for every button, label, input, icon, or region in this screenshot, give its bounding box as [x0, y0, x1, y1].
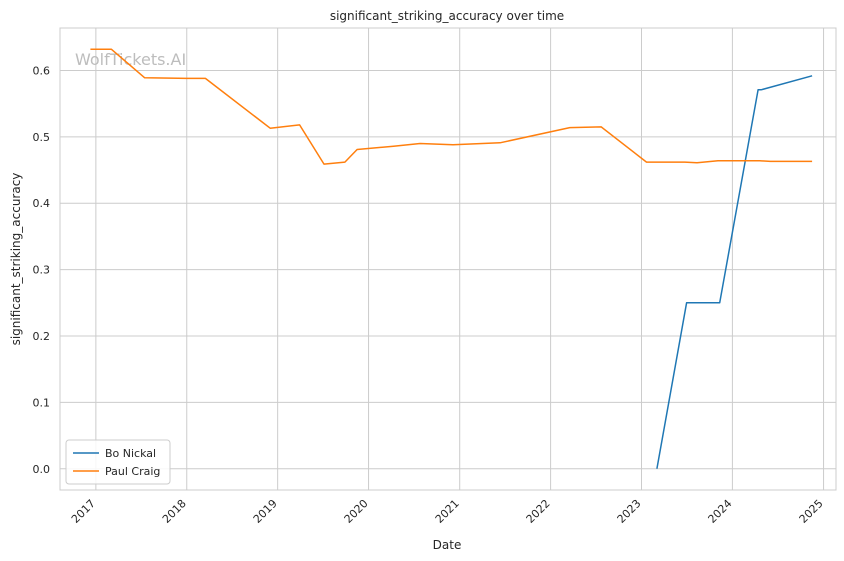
x-axis-label: Date: [433, 538, 462, 552]
grid: [60, 28, 836, 490]
x-tick-label: 2024: [706, 497, 735, 526]
x-tick-label: 2025: [797, 497, 826, 526]
series-line-bo-nickal: [656, 75, 813, 469]
x-axis-ticks: 2017 2018 2019 2020 2021 2022 2023 2024 2025: [69, 497, 826, 526]
series-lines: [90, 48, 813, 469]
y-axis-ticks: 0.0 0.1 0.2 0.3 0.4 0.5 0.6: [33, 64, 51, 475]
legend: Bo Nickal Paul Craig: [65, 439, 171, 485]
x-tick-label: 2018: [160, 497, 189, 526]
legend-box: [65, 439, 171, 485]
y-tick-label: 0.1: [33, 396, 51, 409]
plot-area: [59, 27, 837, 491]
legend-label-paul-craig: Paul Craig: [105, 465, 160, 478]
x-tick-label: 2017: [69, 497, 98, 526]
y-tick-label: 0.2: [33, 330, 51, 343]
x-tick-label: 2023: [615, 497, 644, 526]
watermark: WolfTickets.AI: [75, 50, 186, 69]
y-tick-label: 0.3: [33, 264, 51, 277]
series-line-paul-craig: [90, 48, 813, 165]
x-tick-label: 2019: [251, 497, 280, 526]
x-tick-label: 2021: [433, 497, 462, 526]
y-axis-label: significant_striking_accuracy: [9, 173, 23, 346]
chart-title: significant_striking_accuracy over time: [330, 9, 564, 23]
y-tick-label: 0.6: [33, 64, 51, 77]
y-tick-label: 0.4: [33, 197, 51, 210]
legend-label-bo-nickal: Bo Nickal: [105, 447, 156, 460]
y-tick-label: 0.0: [33, 463, 51, 476]
x-tick-label: 2022: [524, 497, 553, 526]
x-tick-label: 2020: [342, 497, 371, 526]
y-tick-label: 0.5: [33, 131, 51, 144]
